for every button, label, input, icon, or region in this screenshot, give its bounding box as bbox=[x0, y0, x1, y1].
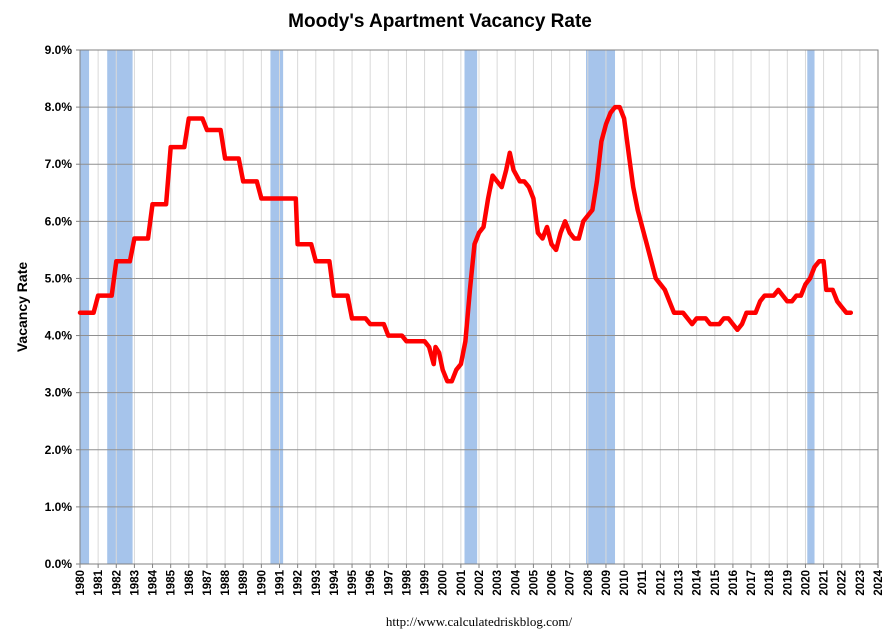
y-tick-label: 2.0% bbox=[45, 443, 73, 457]
grid-lines bbox=[80, 49, 878, 565]
recession-band bbox=[586, 50, 616, 564]
x-tick-label: 1999 bbox=[420, 570, 432, 596]
x-tick-label: 2005 bbox=[528, 569, 540, 595]
y-tick-label: 5.0% bbox=[45, 271, 73, 285]
x-tick-label: 2010 bbox=[619, 570, 631, 596]
y-tick-label: 6.0% bbox=[45, 214, 73, 228]
x-tick-label: 1995 bbox=[347, 569, 359, 595]
x-tick-label: 1986 bbox=[184, 570, 196, 596]
series-line bbox=[77, 104, 854, 384]
x-tick-label: 2015 bbox=[710, 569, 722, 595]
recession-bands bbox=[80, 50, 815, 564]
recession-band bbox=[270, 50, 284, 564]
x-tick-label: 2009 bbox=[601, 570, 613, 596]
x-tick-label: 1991 bbox=[275, 569, 287, 595]
y-tick-label: 0.0% bbox=[45, 557, 73, 571]
x-tick-label: 1983 bbox=[129, 570, 141, 596]
x-tick-label: 1992 bbox=[293, 570, 305, 596]
x-tick-label: 2017 bbox=[746, 570, 758, 596]
series-lines bbox=[77, 104, 854, 384]
x-tick-label: 1997 bbox=[383, 570, 395, 596]
x-tick-label: 2007 bbox=[565, 570, 577, 596]
y-tick-label: 4.0% bbox=[45, 329, 73, 343]
x-tick-label: 1982 bbox=[111, 570, 123, 596]
y-tick-label: 9.0% bbox=[45, 43, 73, 57]
x-tick-label: 2002 bbox=[474, 570, 486, 596]
x-tick-label: 1984 bbox=[148, 569, 160, 595]
x-tick-label: 2008 bbox=[583, 569, 595, 595]
recession-band bbox=[80, 50, 90, 564]
x-tick-label: 2020 bbox=[800, 570, 812, 596]
recession-band bbox=[107, 50, 133, 564]
x-tick-label: 1980 bbox=[75, 570, 87, 596]
x-tick-label: 1985 bbox=[166, 569, 178, 595]
y-tick-label: 8.0% bbox=[45, 100, 73, 114]
x-tick-label: 2012 bbox=[655, 570, 667, 596]
x-tick-label: 1996 bbox=[365, 570, 377, 596]
x-tick-label: 2024 bbox=[873, 569, 885, 595]
x-tick-label: 2021 bbox=[819, 569, 831, 595]
x-tick-label: 1993 bbox=[311, 570, 323, 596]
x-tick-label: 2004 bbox=[510, 569, 522, 595]
chart-title: Moody's Apartment Vacancy Rate bbox=[288, 11, 592, 32]
x-tick-label: 2023 bbox=[855, 570, 867, 596]
x-tick-label: 1988 bbox=[220, 569, 232, 595]
recession-band bbox=[807, 50, 815, 564]
x-tick-label: 2011 bbox=[637, 569, 649, 595]
recession-band bbox=[464, 50, 478, 564]
y-tick-label: 3.0% bbox=[45, 386, 73, 400]
x-tick-label: 2000 bbox=[438, 570, 450, 596]
x-tick-label: 2018 bbox=[764, 569, 776, 595]
x-tick-label: 1989 bbox=[238, 570, 250, 596]
y-tick-label: 7.0% bbox=[45, 157, 73, 171]
x-tick-label: 1998 bbox=[401, 569, 413, 595]
source-url: http://www.calculatedriskblog.com/ bbox=[386, 614, 573, 629]
x-tick-label: 2016 bbox=[728, 570, 740, 596]
y-axis-ticks: 0.0% 1.0% 2.0% 3.0% 4.0% 5.0% 6.0% 7.0% 8.0% 9.0% bbox=[45, 43, 80, 571]
x-tick-label: 2001 bbox=[456, 569, 468, 595]
x-tick-label: 2014 bbox=[692, 569, 704, 595]
y-tick-label: 1.0% bbox=[45, 500, 73, 514]
x-tick-label: 2006 bbox=[547, 570, 559, 596]
x-tick-label: 1981 bbox=[93, 569, 105, 595]
x-axis-ticks: 1980 1981 1982 1983 1984 1985 1986 1987 1988 1989… bbox=[75, 564, 885, 596]
x-tick-label: 1987 bbox=[202, 570, 214, 596]
x-tick-label: 2013 bbox=[674, 570, 686, 596]
x-tick-label: 1994 bbox=[329, 569, 341, 595]
x-tick-label: 1990 bbox=[256, 570, 268, 596]
y-axis-label: Vacancy Rate bbox=[14, 262, 30, 352]
x-tick-label: 2019 bbox=[782, 570, 794, 596]
x-tick-label: 2022 bbox=[837, 570, 849, 596]
x-tick-label: 2003 bbox=[492, 570, 504, 596]
